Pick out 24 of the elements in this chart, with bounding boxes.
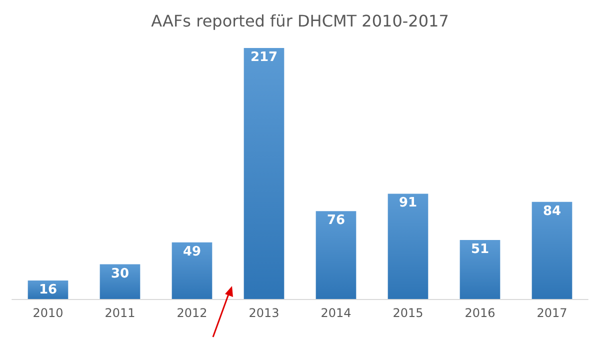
x-tick-label: 2013 [248, 306, 280, 320]
bar [100, 264, 140, 299]
x-tick-label: 2016 [464, 306, 496, 320]
bar [244, 48, 284, 299]
chart-title: AAFs reported für DHCMT 2010-2017 [151, 12, 449, 30]
bar [532, 202, 572, 299]
x-tick-label: 2011 [104, 306, 136, 320]
x-tick-label: 2010 [32, 306, 64, 320]
bar [172, 242, 212, 299]
data-label: 76 [326, 213, 346, 228]
x-tick-label: 2015 [392, 306, 424, 320]
data-label: 49 [182, 244, 202, 260]
bar [388, 194, 428, 299]
bar [460, 240, 500, 299]
data-label: 91 [398, 196, 418, 211]
data-label: 30 [110, 266, 130, 282]
data-label: 16 [38, 282, 58, 298]
data-label: 84 [542, 204, 562, 219]
bar [316, 211, 356, 299]
data-label: 51 [470, 242, 490, 258]
x-tick-label: 2017 [536, 306, 568, 320]
x-tick-label: 2012 [176, 306, 208, 320]
data-label: 217 [250, 50, 278, 65]
x-tick-label: 2014 [320, 306, 352, 320]
